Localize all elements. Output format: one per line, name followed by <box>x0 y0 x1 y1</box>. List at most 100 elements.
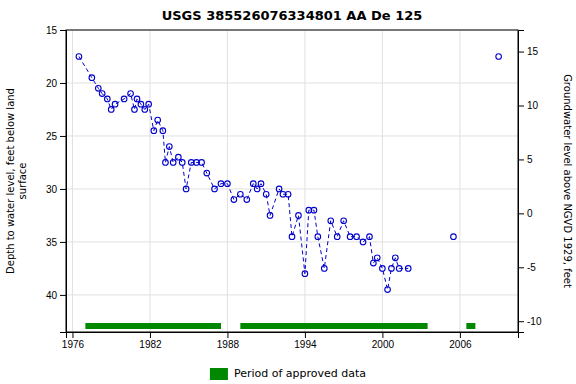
tick-label: 30 <box>46 184 58 195</box>
y-axis-label: Depth to water level, feet below landsur… <box>5 88 28 274</box>
series-marker <box>393 255 399 261</box>
series-marker <box>218 181 224 187</box>
tick: 30 <box>46 184 66 195</box>
series-marker <box>176 154 182 160</box>
tick: 1976 <box>62 332 85 350</box>
tick-mark <box>518 106 524 107</box>
tick-mark <box>150 332 151 338</box>
legend: Period of approved data <box>210 367 366 380</box>
series-marker <box>132 107 138 113</box>
legend-label: Period of approved data <box>234 367 366 380</box>
series-marker <box>374 255 380 261</box>
series <box>496 54 502 60</box>
tick-mark <box>60 83 66 84</box>
tick-label: 10 <box>527 100 539 111</box>
series-marker <box>334 234 340 240</box>
series-marker <box>121 96 127 102</box>
grid-line-y <box>66 135 518 136</box>
grid-line-x <box>304 30 305 332</box>
grid-line-y <box>66 82 518 83</box>
series-marker <box>99 91 105 97</box>
series-marker <box>405 266 411 272</box>
series-marker <box>231 197 237 203</box>
tick-label: 1994 <box>294 339 317 350</box>
tick-mark <box>60 242 66 243</box>
tick: 40 <box>46 290 66 301</box>
series-marker <box>238 191 244 197</box>
tick-label: 2006 <box>449 339 472 350</box>
tick: 35 <box>46 237 66 248</box>
tick-label: 20 <box>46 78 58 89</box>
tick-mark <box>60 136 66 137</box>
series-marker <box>225 181 231 187</box>
tick-label: 40 <box>46 290 58 301</box>
tick: -5 <box>518 262 536 273</box>
series-marker <box>267 213 273 219</box>
series-marker <box>258 181 264 187</box>
axis-line <box>60 31 67 333</box>
series-marker <box>380 266 386 272</box>
series-marker <box>199 160 205 166</box>
tick-mark <box>382 332 383 338</box>
series-marker <box>285 191 291 197</box>
tick-mark <box>60 295 66 296</box>
series-marker <box>108 107 114 113</box>
series-marker <box>89 75 95 81</box>
series-marker <box>134 96 140 102</box>
grid-line-y <box>66 241 518 242</box>
title: USGS 385526076334801 AA De 125 <box>162 8 423 23</box>
series-marker <box>371 260 377 266</box>
tick-mark <box>518 267 524 268</box>
chart: 1976198219881994200020061520253035401510… <box>0 0 576 384</box>
series-marker <box>311 207 317 213</box>
tick: 1988 <box>217 332 240 350</box>
tick-mark <box>518 159 524 160</box>
grid-line-x <box>459 30 460 332</box>
series-marker <box>183 186 189 192</box>
x-axis: 1976 1982 1988 1994 2000 2006 <box>62 332 519 350</box>
grid-line-y <box>66 294 518 295</box>
series-marker <box>347 234 353 240</box>
tick-label: 15 <box>46 25 58 36</box>
tick: 1982 <box>139 332 162 350</box>
series-marker <box>163 160 169 166</box>
tick: -10 <box>518 316 542 327</box>
series-marker <box>146 101 152 107</box>
series-marker <box>151 128 157 134</box>
legend-swatch <box>210 368 228 380</box>
tick-mark <box>460 332 461 338</box>
approved-period <box>466 323 475 329</box>
series-marker <box>212 186 218 192</box>
series-marker <box>263 191 269 197</box>
plot-frame <box>66 30 518 332</box>
tick: 0 <box>518 208 533 219</box>
series-marker <box>321 266 327 272</box>
tick: 5 <box>518 154 533 165</box>
tick-mark <box>60 189 66 190</box>
series-marker <box>142 107 148 113</box>
series-marker <box>160 128 166 134</box>
tick-label: 2000 <box>372 339 395 350</box>
tick-label: -5 <box>527 262 536 273</box>
tick: 1994 <box>294 332 317 350</box>
series-marker <box>302 271 308 277</box>
tick-label: 25 <box>46 131 58 142</box>
series-marker <box>105 96 111 102</box>
series-marker <box>128 91 134 97</box>
series-marker <box>296 213 302 219</box>
series-marker <box>389 266 395 272</box>
series-marker <box>496 54 502 60</box>
tick-label: 35 <box>46 237 58 248</box>
approved-period <box>85 323 221 329</box>
tick: 10 <box>518 100 539 111</box>
grid-line-x <box>149 30 150 332</box>
series-marker <box>155 117 161 123</box>
tick-mark <box>518 52 524 53</box>
y-axis: 15 20 25 30 35 40 <box>46 25 67 333</box>
marks <box>76 54 501 329</box>
tick-mark <box>227 332 228 338</box>
tick-label: 1976 <box>62 339 85 350</box>
series-marker <box>341 218 347 224</box>
series-marker <box>315 234 321 240</box>
series-marker <box>276 186 282 192</box>
